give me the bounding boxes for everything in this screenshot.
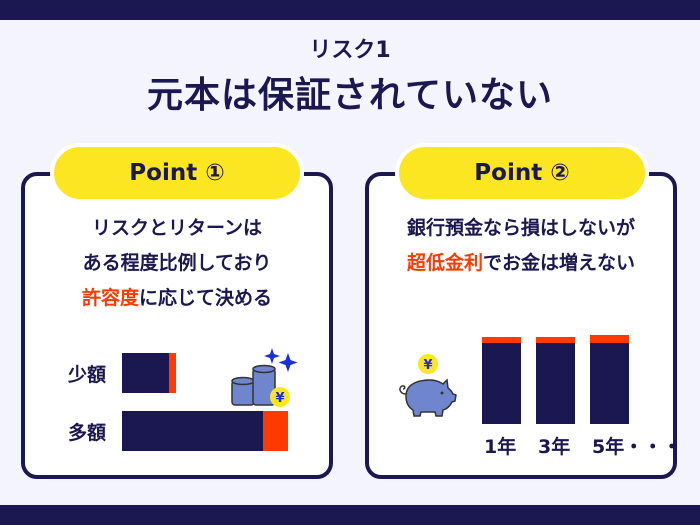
label-3year: 3年: [538, 436, 571, 458]
bar-small-principal: [122, 353, 169, 393]
point1-badge: Point ①: [50, 143, 304, 203]
piggy-bank-yen-icon: ¥: [399, 354, 457, 417]
coins-yen-icon: ¥: [231, 348, 298, 407]
point1-line1: リスクとリターンは: [91, 217, 263, 239]
bar-3year: [536, 342, 575, 424]
bar-large-principal: [122, 411, 263, 451]
point2-card: [365, 172, 677, 479]
point1-line2: ある程度比例しており: [82, 252, 272, 274]
bar-5year-interest: [590, 335, 629, 343]
highlight-tolerance: 許容度: [81, 287, 139, 309]
bar-small-return: [169, 353, 176, 393]
bottom-band: [0, 505, 700, 525]
top-band: [0, 0, 700, 20]
label-1year: 1年: [484, 436, 517, 458]
bar-1year-interest: [482, 337, 521, 343]
page-title: 元本は保証されていない: [147, 75, 553, 116]
line2-rest: でお金は増えない: [483, 252, 636, 274]
svg-text:¥: ¥: [275, 391, 284, 406]
label-5year: 5年・・・: [592, 436, 682, 458]
row-label-large: 多額: [68, 422, 107, 444]
point2-line2: 超低金利でお金は増えない: [365, 246, 677, 281]
point1-line3: 許容度に応じて決める: [21, 281, 333, 316]
risk-label: リスク1: [309, 38, 391, 63]
line3-rest: に応じて決める: [139, 287, 273, 309]
highlight-low-interest: 超低金利: [406, 252, 483, 274]
svg-text:¥: ¥: [423, 358, 432, 373]
point2-line1: 銀行預金なら損はしないが: [406, 217, 635, 239]
point2-badge: Point ②: [395, 143, 649, 203]
bar-3year-interest: [536, 337, 575, 343]
bar-1year: [482, 342, 521, 424]
bar-large-return: [263, 411, 288, 451]
row-label-small: 少額: [68, 364, 107, 386]
bar-5year: [590, 342, 629, 424]
